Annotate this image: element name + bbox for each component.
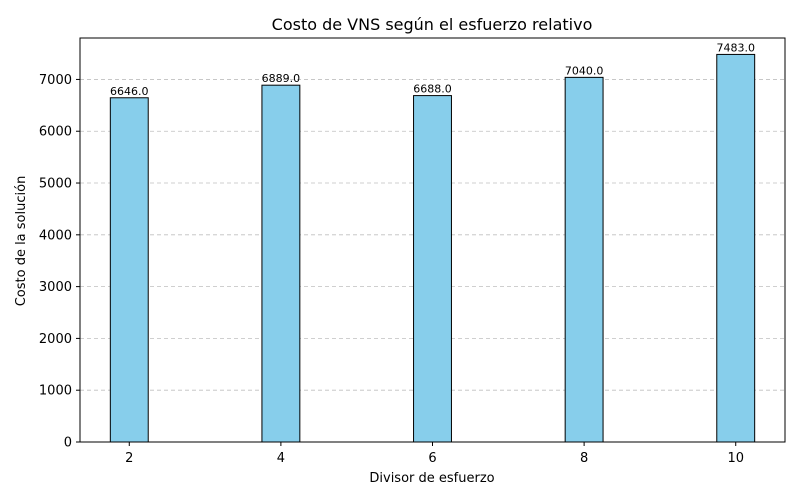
y-axis-ticks: 0 1000 2000 3000 4000 5000 6000 7000	[39, 73, 80, 451]
y-axis-label: Costo de la solución	[14, 176, 29, 307]
y-tick-label: 4000	[39, 228, 72, 243]
y-tick-label: 0	[64, 436, 72, 451]
bar	[716, 53, 756, 443]
x-tick-label: 10	[727, 451, 744, 466]
x-tick-label: 6	[428, 451, 436, 466]
bar-value-label: 7040.0	[565, 64, 604, 77]
x-axis-ticks: 2 4 6 8 10	[125, 442, 744, 466]
x-tick-label: 2	[125, 451, 133, 466]
y-tick-label: 1000	[39, 384, 72, 399]
x-axis-label: Divisor de esfuerzo	[369, 471, 494, 486]
x-tick-label: 8	[580, 451, 588, 466]
bar-value-label: 6688.0	[413, 83, 452, 96]
y-tick-label: 5000	[39, 177, 72, 192]
y-tick-label: 2000	[39, 332, 72, 347]
data-labels: 6646.0 6889.0 6688.0 7040.0 7483.0	[110, 41, 755, 97]
bar	[109, 97, 149, 443]
x-tick-label: 4	[277, 451, 285, 466]
bars	[109, 53, 756, 443]
y-tick-label: 6000	[39, 125, 72, 140]
bar	[564, 76, 604, 443]
chart-title: Costo de VNS según el esfuerzo relativo	[272, 15, 593, 34]
y-tick-label: 3000	[39, 280, 72, 295]
y-tick-label: 7000	[39, 73, 72, 88]
bar-value-label: 6646.0	[110, 85, 149, 98]
bar	[261, 84, 301, 443]
bar-value-label: 6889.0	[262, 72, 301, 85]
bar	[413, 95, 452, 443]
bar-value-label: 7483.0	[716, 41, 755, 54]
